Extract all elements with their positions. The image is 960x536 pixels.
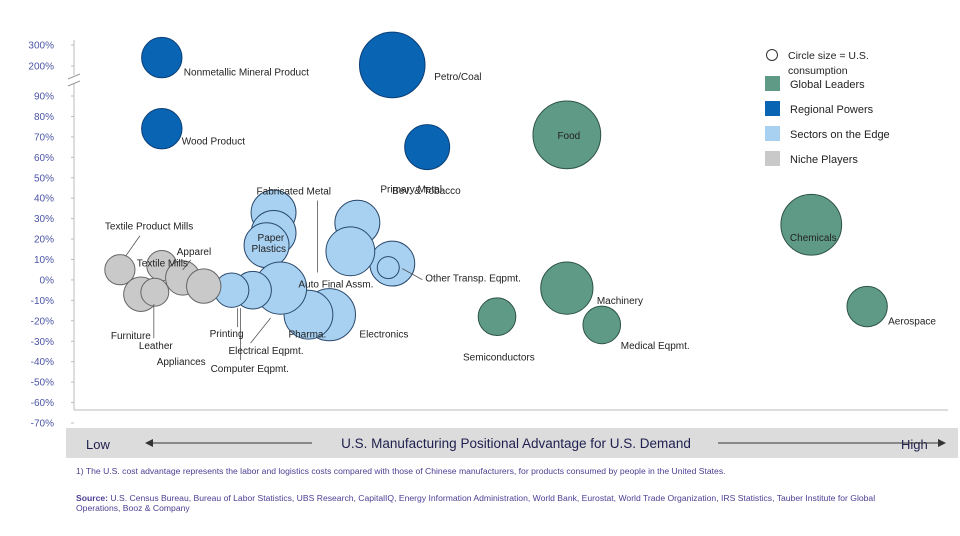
label-electronics: Electronics <box>359 330 408 341</box>
label-appliances: Appliances <box>157 357 206 368</box>
label-machinery: Machinery <box>597 296 643 307</box>
bubble-leather <box>140 277 170 307</box>
y-tick-label: -30% <box>31 337 54 348</box>
y-tick-label: -20% <box>31 316 54 327</box>
y-tick-label: 70% <box>34 132 54 143</box>
legend: Circle size = U.S. consumption Global Lead… <box>765 49 890 166</box>
bubbles <box>104 31 888 345</box>
bubble-other-transp-eqpmt <box>369 240 416 287</box>
legend-label-sectors-on-the-edge: Sectors on the Edge <box>790 129 890 141</box>
label-other-transp-eqpmt: Other Transp. Eqpmt. <box>425 274 521 285</box>
label-apparel: Apparel <box>177 247 211 258</box>
y-tick-label: 10% <box>34 255 54 266</box>
label-printing: Printing <box>210 329 244 340</box>
legend-size-icon <box>766 49 778 61</box>
label-electrical-eqpmt: Electrical Eqpmt. <box>229 346 304 357</box>
legend-swatch-regional-powers <box>765 101 780 116</box>
leader-apparel <box>182 259 192 271</box>
y-tick-label: 40% <box>34 194 54 205</box>
leader-lines <box>125 200 423 361</box>
label-chemicals: Chemicals <box>790 233 837 244</box>
label-textile-product-mills: Textile Product Mills <box>105 222 193 233</box>
y-tick-label: 90% <box>34 92 54 103</box>
label-pharma: Pharma. <box>288 330 326 341</box>
bubble-labels: Nonmetallic Mineral Product Wood Product P… <box>105 68 936 376</box>
source-note: Source: U.S. Census Bureau, Bureau of La… <box>76 493 896 513</box>
bubble-petro-coal <box>358 31 426 99</box>
bubble-auto-final-assm <box>325 226 376 277</box>
legend-size-note-cont: consumption <box>788 65 848 77</box>
legend-swatch-niche-players <box>765 151 780 166</box>
bubble-wood-product <box>141 108 183 150</box>
label-furniture: Furniture <box>111 331 151 342</box>
bubble-machinery <box>540 261 594 315</box>
legend-label-global-leaders: Global Leaders <box>790 79 865 91</box>
label-semiconductors: Semiconductors <box>463 353 535 364</box>
chart-axes <box>67 40 948 411</box>
label-auto-final-assm: Auto Final Assm. <box>298 279 373 290</box>
label-food: Food <box>557 131 580 142</box>
label-computer-eqpmt: Computer Eqpmt. <box>211 364 289 375</box>
leader-electrical-eqpmt <box>250 317 271 344</box>
bubble-nonmetallic-mineral-product <box>141 36 183 79</box>
y-tick-label: -70% <box>31 419 54 430</box>
y-tick-label: 60% <box>34 153 54 164</box>
footnote-text: 1) The U.S. cost advantage represents th… <box>76 466 726 476</box>
leader-other-transp <box>402 268 423 280</box>
label-primary-metal: Primary Metal <box>380 185 442 196</box>
y-tick-label: 50% <box>34 173 54 184</box>
bubble-textile-product-mills <box>104 254 136 286</box>
bubble-appliances <box>186 268 222 304</box>
legend-label-regional-powers: Regional Powers <box>790 104 874 116</box>
y-tick-label: 30% <box>34 214 54 225</box>
label-leather: Leather <box>139 341 174 352</box>
bubble-bev-tobacco <box>404 124 451 171</box>
y-tick-label: 20% <box>34 235 54 246</box>
legend-label-niche-players: Niche Players <box>790 154 858 166</box>
leader-textile-product-mills <box>125 235 141 256</box>
label-aerospace: Aerospace <box>888 317 936 328</box>
y-tick-label: 80% <box>34 112 54 123</box>
x-axis-low-label: Low <box>86 437 110 452</box>
label-medical-eqpmt: Medical Eqpmt. <box>621 341 690 352</box>
legend-swatch-global-leaders <box>765 76 780 91</box>
y-tick-label: 200% <box>28 62 54 73</box>
label-paper: Paper <box>258 233 285 244</box>
footnote: 1) The U.S. cost advantage represents th… <box>76 466 896 476</box>
legend-size-note: Circle size = U.S. <box>788 50 869 62</box>
y-tick-label: 300% <box>28 41 54 52</box>
label-nonmetallic-mineral-product: Nonmetallic Mineral Product <box>184 68 309 79</box>
label-plastics: Plastics <box>252 244 286 255</box>
label-textile-mills: Textile Mills <box>137 259 188 270</box>
y-tick-label: -60% <box>31 398 54 409</box>
bubble-chemicals <box>780 193 843 256</box>
label-fabricated-metal: Fabricated Metal <box>257 186 331 197</box>
x-axis-high-label: High <box>901 437 928 452</box>
y-tick-label: -10% <box>31 296 54 307</box>
label-bev-tobacco: Bev. & Tobacco <box>392 186 461 197</box>
axis-break-mark <box>67 73 81 87</box>
legend-swatch-sectors-on-the-edge <box>765 126 780 141</box>
y-tick-label: -50% <box>31 378 54 389</box>
source-text: U.S. Census Bureau, Bureau of Labor Stat… <box>76 493 876 513</box>
bubble-food <box>532 100 602 170</box>
y-tick-label: -40% <box>31 357 54 368</box>
bubble-semiconductors <box>477 297 517 337</box>
y-axis-ticks: -70% -60% -50% -40% -30% -20% -10% 0% 10% 20% 30% 4… <box>28 41 74 430</box>
label-petro-coal: Petro/Coal <box>434 72 481 83</box>
x-axis-title: U.S. Manufacturing Positional Advantage … <box>341 436 691 451</box>
source-label: Source: <box>76 493 108 503</box>
y-tick-label: 0% <box>40 275 55 286</box>
bubble-aerospace <box>846 285 888 328</box>
x-axis-left-arrow-head <box>145 439 153 447</box>
bubble-inner-ring <box>376 256 400 280</box>
bubble-medical-eqpmt <box>582 305 622 345</box>
x-axis-band: Low High U.S. Manufacturing Positional Adv… <box>66 428 958 458</box>
x-axis-right-arrow-head <box>938 439 946 447</box>
label-wood-product: Wood Product <box>182 137 245 148</box>
